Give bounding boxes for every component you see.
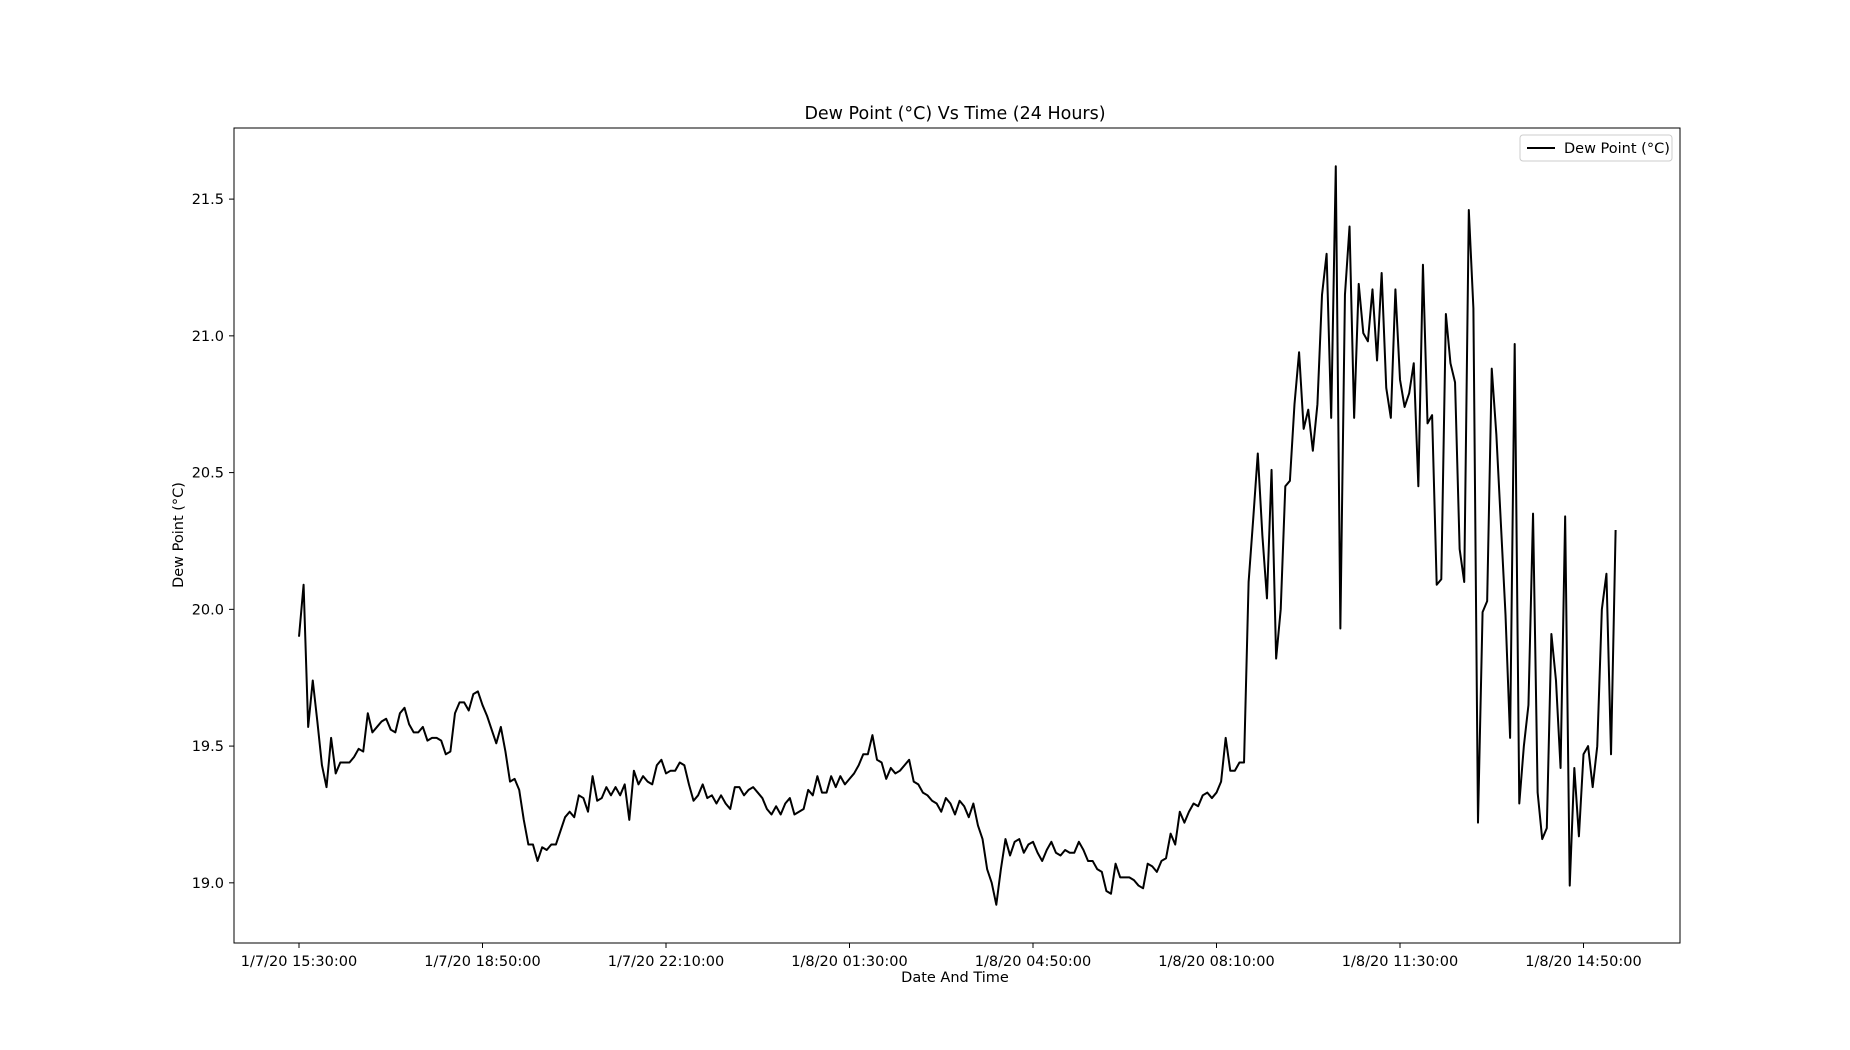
y-axis-label: Dew Point (°C) (171, 482, 187, 588)
chart-title: Dew Point (°C) Vs Time (24 Hours) (804, 104, 1105, 124)
x-tick-label: 1/8/20 11:30:00 (1342, 954, 1458, 970)
x-tick-label: 1/8/20 08:10:00 (1158, 954, 1274, 970)
x-tick-label: 1/8/20 14:50:00 (1525, 954, 1641, 970)
legend: Dew Point (°C) (1519, 134, 1673, 162)
x-tick-label: 1/8/20 04:50:00 (975, 954, 1091, 970)
y-tick-label: 20.0 (192, 602, 224, 618)
series-line-dew-point (298, 165, 1617, 906)
y-tick-label: 21.5 (192, 192, 224, 208)
series-layer (298, 165, 1617, 906)
y-tick-label: 20.5 (192, 466, 224, 482)
legend-label: Dew Point (°C) (1564, 141, 1670, 157)
y-tick-label: 21.0 (192, 329, 224, 345)
ticks-layer: 1/7/20 15:30:00 1/7/20 18:50:00 1/7/20 22:… (192, 192, 1642, 970)
x-tick-label: 1/7/20 18:50:00 (424, 954, 540, 970)
x-tick-label: 1/7/20 15:30:00 (241, 954, 357, 970)
legend-box (1519, 134, 1673, 162)
x-tick-label: 1/8/20 01:30:00 (791, 954, 907, 970)
y-tick-label: 19.0 (192, 876, 224, 892)
x-axis-label: Date And Time (901, 970, 1009, 986)
x-tick-label: 1/7/20 22:10:00 (608, 954, 724, 970)
y-tick-label: 19.5 (192, 739, 224, 755)
plot-area-frame (233, 127, 1681, 944)
